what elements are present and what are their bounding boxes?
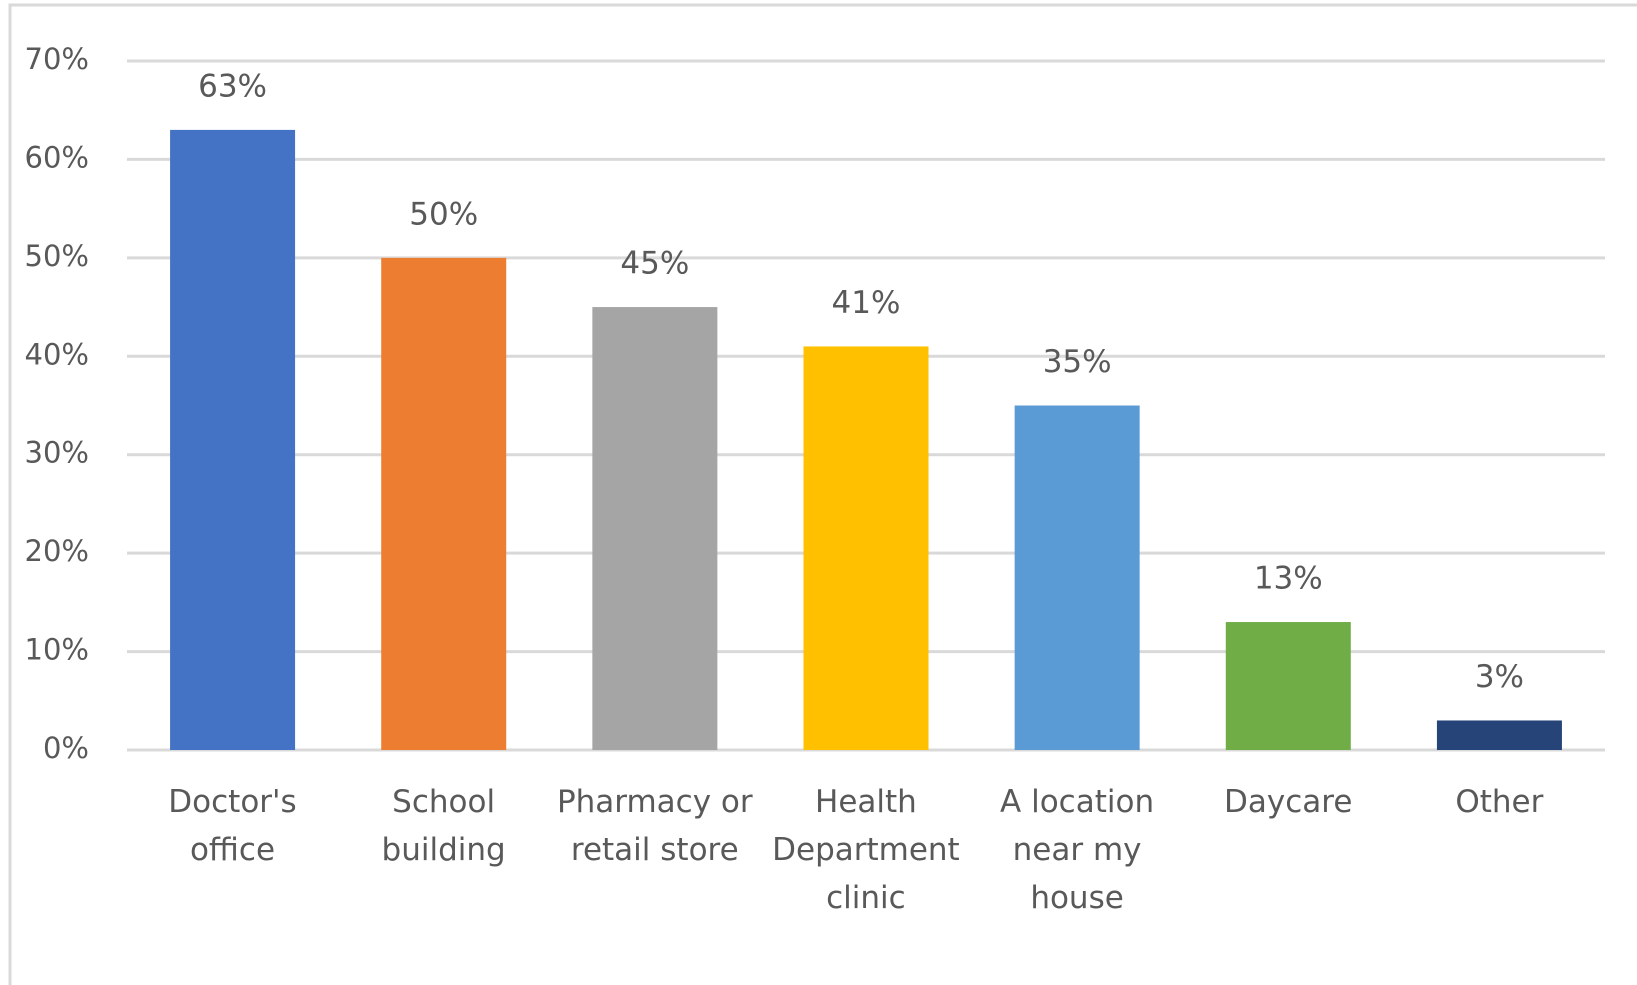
bar [1225, 622, 1351, 750]
x-tick-label: Other [1455, 784, 1544, 820]
value-label: 63% [198, 68, 267, 104]
y-tick-label: 10% [25, 633, 89, 667]
value-label: 45% [620, 246, 689, 282]
value-label: 13% [1254, 561, 1323, 597]
bar [1436, 720, 1562, 750]
value-label: 50% [409, 196, 478, 232]
value-label: 41% [832, 285, 901, 321]
y-tick-label: 50% [25, 239, 89, 273]
value-label: 3% [1475, 659, 1524, 695]
x-tick-label: Health Department clinic [772, 784, 960, 916]
x-tick-label: School building [381, 784, 506, 868]
y-tick-label: 60% [25, 140, 89, 174]
x-tick-label: Doctor's office [168, 784, 297, 868]
y-tick-label: 40% [25, 337, 89, 371]
x-tick-label: Pharmacy or retail store [556, 784, 753, 868]
bar [803, 346, 929, 750]
x-tick-label: Daycare [1224, 784, 1353, 820]
y-tick-label: 0% [43, 731, 89, 765]
bar [381, 257, 507, 750]
chart-frame [8, 3, 1637, 985]
y-tick-label: 30% [25, 436, 89, 470]
bar [592, 307, 718, 750]
bar [170, 129, 296, 750]
value-label: 35% [1043, 344, 1112, 380]
bar [1014, 405, 1140, 750]
y-tick-label: 20% [25, 534, 89, 568]
x-tick-label: A location near my house [1000, 784, 1155, 916]
y-tick-label: 70% [25, 42, 89, 76]
